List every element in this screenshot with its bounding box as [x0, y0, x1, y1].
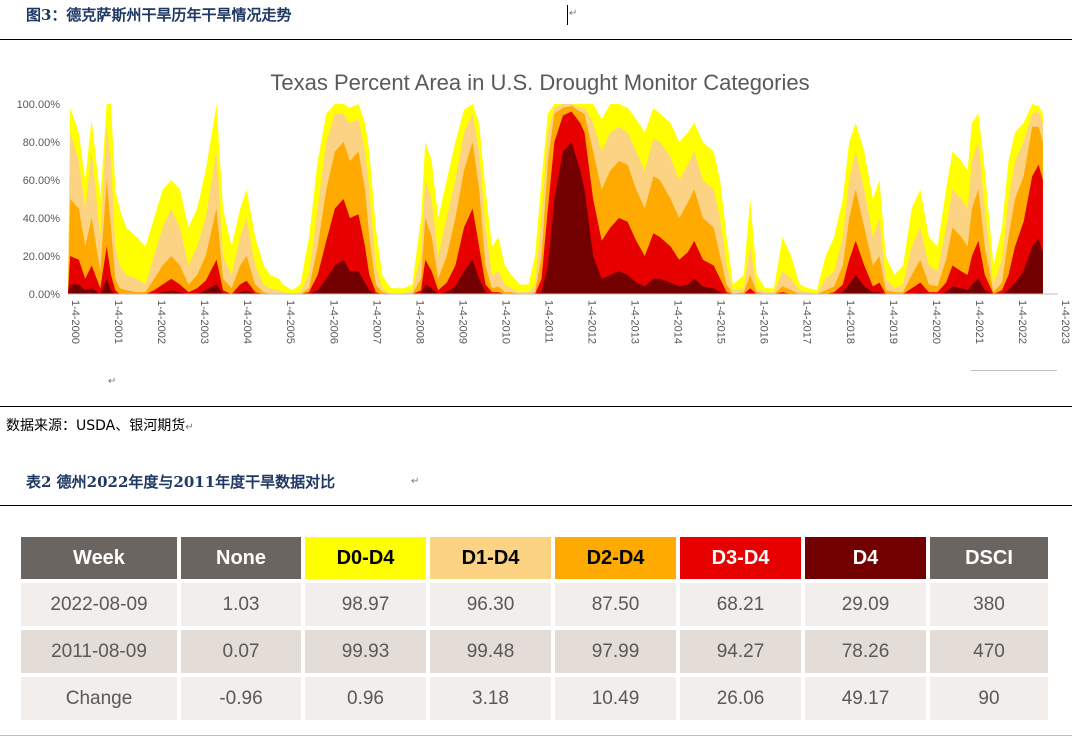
header-week: Week: [21, 537, 177, 579]
drought-area-series-4: [68, 142, 1043, 294]
x-tick-label: 1-4-2004: [241, 300, 253, 344]
header-d3-d4: D3-D4: [680, 537, 801, 579]
table-row: 2022-08-09 1.03 98.97 96.30 87.50 68.21 …: [21, 583, 1048, 626]
x-tick-label: 1-4-2017: [801, 300, 813, 344]
cell-d4: 49.17: [805, 677, 926, 720]
x-tick-label: 1-4-2002: [155, 300, 167, 344]
x-tick-label: 1-4-2006: [327, 300, 339, 344]
header-dsci: DSCI: [930, 537, 1048, 579]
chart-container: Texas Percent Area in U.S. Drought Monit…: [0, 56, 1072, 386]
middle-rule: [0, 406, 1072, 407]
chart-title: Texas Percent Area in U.S. Drought Monit…: [270, 70, 810, 95]
text-cursor: [567, 5, 568, 25]
drought-area-chart: 0.00% 20.00% 40.00% 60.00% 80.00% 100.00% 1-4-…: [17, 99, 1071, 344]
drought-comparison-table: Week None D0-D4 D1-D4 D2-D4 D3-D4 D4 DSC…: [17, 533, 1052, 724]
cell-d1-d4: 3.18: [430, 677, 551, 720]
cell-week: 2022-08-09: [21, 583, 177, 626]
cell-dsci: 380: [930, 583, 1048, 626]
source-text: 数据来源：USDA、银河期货: [6, 418, 186, 434]
y-tick-label: 60.00%: [23, 175, 61, 187]
x-tick-label: 1-4-2000: [69, 300, 81, 344]
x-tick-label: 1-4-2014: [672, 300, 684, 344]
header-d0-d4: D0-D4: [305, 537, 426, 579]
cell-d1-d4: 96.30: [430, 583, 551, 626]
x-tick-label: 1-4-2023: [1059, 300, 1071, 344]
header-d1-d4: D1-D4: [430, 537, 551, 579]
cell-d3-d4: 68.21: [680, 583, 801, 626]
cell-none: 1.03: [181, 583, 301, 626]
cell-d2-d4: 97.99: [555, 630, 676, 673]
paragraph-mark: ↵: [185, 422, 194, 433]
x-tick-label: 1-4-2012: [586, 300, 598, 344]
cell-d1-d4: 99.48: [430, 630, 551, 673]
cell-d4: 78.26: [805, 630, 926, 673]
cell-dsci: 90: [930, 677, 1048, 720]
x-tick-label: 1-4-2021: [973, 300, 985, 344]
x-tick-label: 1-4-2022: [1016, 300, 1028, 344]
header-none: None: [181, 537, 301, 579]
header-d4: D4: [805, 537, 926, 579]
cell-d3-d4: 94.27: [680, 630, 801, 673]
cell-d0-d4: 0.96: [305, 677, 426, 720]
x-tick-label: 1-4-2003: [198, 300, 210, 344]
cell-d2-d4: 87.50: [555, 583, 676, 626]
cell-week: 2011-08-09: [21, 630, 177, 673]
x-tick-label: 1-4-2009: [456, 300, 468, 344]
top-rule: [0, 39, 1072, 40]
paragraph-mark: ↵: [411, 476, 420, 487]
x-tick-label: 1-4-2008: [413, 300, 425, 344]
figure-caption: 图3：德克萨斯州干旱历年干旱情况走势: [26, 6, 292, 24]
cell-d4: 29.09: [805, 583, 926, 626]
x-tick-label: 1-4-2018: [844, 300, 856, 344]
y-tick-label: 40.00%: [23, 213, 61, 225]
cell-d0-d4: 99.93: [305, 630, 426, 673]
table-caption: 表2 德州2022年度与2011年度干旱数据对比: [26, 473, 336, 491]
paragraph-mark: ↵: [108, 376, 117, 387]
x-tick-label: 1-4-2010: [499, 300, 511, 344]
y-tick-label: 0.00%: [29, 289, 60, 301]
source-line: 数据来源：USDA、银河期货↵: [6, 415, 194, 435]
table-header-row: Week None D0-D4 D1-D4 D2-D4 D3-D4 D4 DSC…: [21, 537, 1048, 579]
x-tick-label: 1-4-2001: [112, 300, 124, 344]
x-tick-label: 1-4-2011: [543, 300, 555, 343]
y-tick-label: 20.00%: [23, 251, 61, 263]
table-row: 2011-08-09 0.07 99.93 99.48 97.99 94.27 …: [21, 630, 1048, 673]
cell-d0-d4: 98.97: [305, 583, 426, 626]
cell-d2-d4: 10.49: [555, 677, 676, 720]
bottom-rule: [0, 735, 1072, 736]
x-tick-label: 1-4-2005: [284, 300, 296, 344]
cell-none: -0.96: [181, 677, 301, 720]
table-rule: [0, 505, 1072, 506]
x-tick-label: 1-4-2013: [629, 300, 641, 344]
y-tick-label: 100.00%: [17, 99, 61, 111]
cell-d3-d4: 26.06: [680, 677, 801, 720]
header-d2-d4: D2-D4: [555, 537, 676, 579]
x-tick-label: 1-4-2019: [887, 300, 899, 344]
cell-dsci: 470: [930, 630, 1048, 673]
x-tick-label: 1-4-2007: [370, 300, 382, 344]
cell-week: Change: [21, 677, 177, 720]
chart-frame-mark: [971, 370, 1057, 371]
x-tick-label: 1-4-2016: [758, 300, 770, 344]
cell-none: 0.07: [181, 630, 301, 673]
x-tick-label: 1-4-2020: [930, 300, 942, 344]
y-tick-label: 80.00%: [23, 137, 61, 149]
table-row: Change -0.96 0.96 3.18 10.49 26.06 49.17…: [21, 677, 1048, 720]
x-tick-label: 1-4-2015: [715, 300, 727, 344]
paragraph-mark: ↵: [569, 8, 578, 19]
